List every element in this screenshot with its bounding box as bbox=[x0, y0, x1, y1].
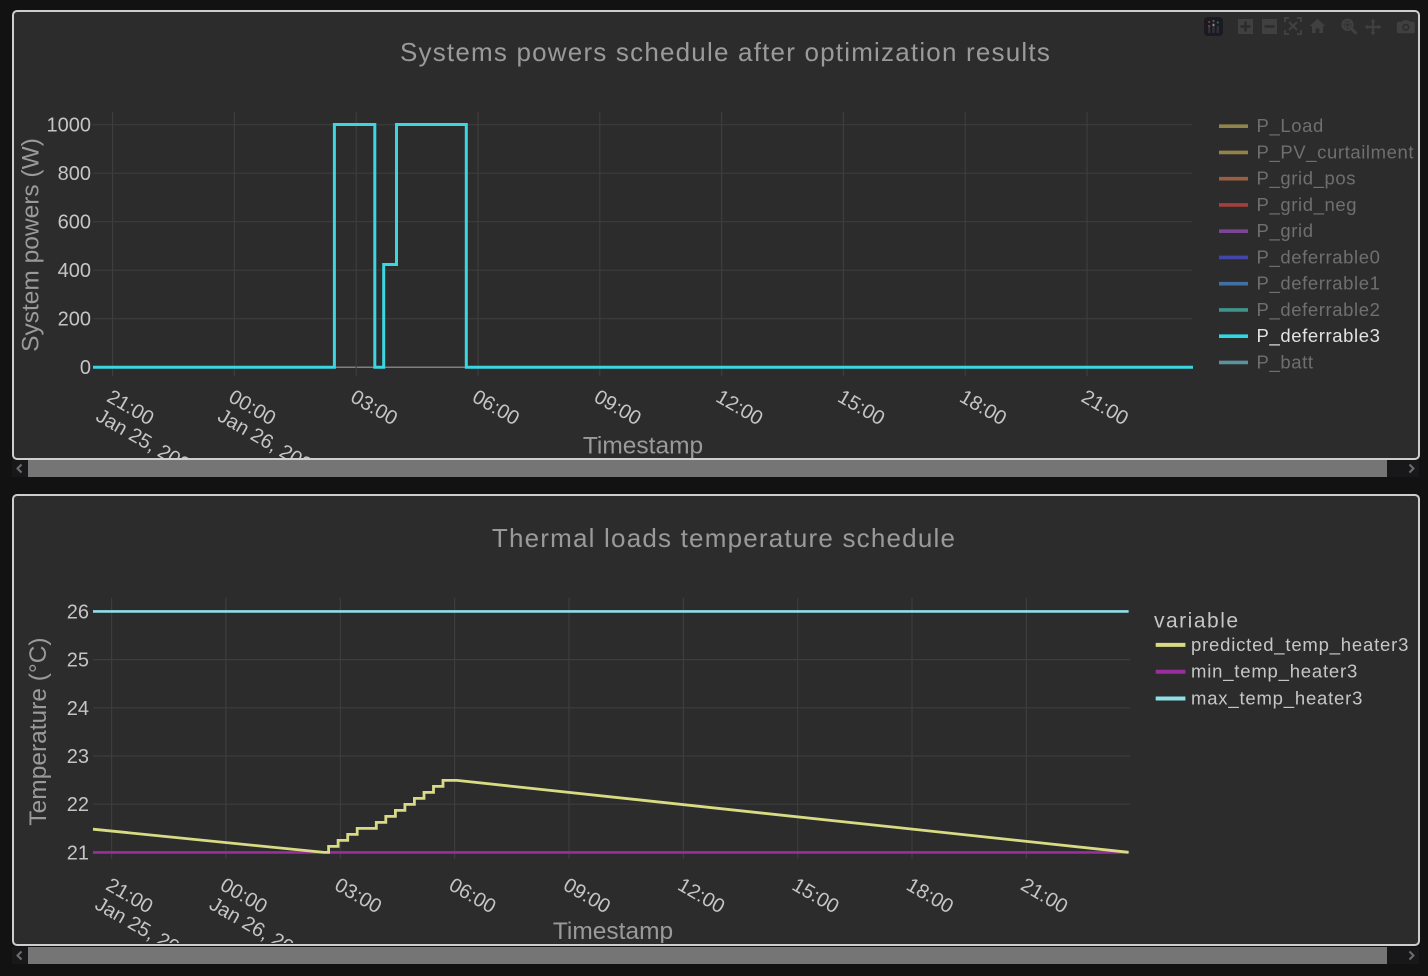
svg-text:03:00: 03:00 bbox=[331, 874, 385, 918]
svg-text:15:00: 15:00 bbox=[788, 874, 842, 918]
svg-text:00:00Jan 26, 2023: 00:00Jan 26, 2023 bbox=[205, 874, 327, 943]
svg-text:P_Load: P_Load bbox=[1257, 115, 1324, 137]
svg-text:Systems powers schedule after: Systems powers schedule after optimizati… bbox=[400, 37, 1051, 67]
svg-text:21:00: 21:00 bbox=[1078, 386, 1132, 430]
svg-text:min_temp_heater3: min_temp_heater3 bbox=[1191, 661, 1358, 683]
svg-text:600: 600 bbox=[58, 212, 91, 234]
svg-text:Timestamp: Timestamp bbox=[553, 918, 673, 943]
svg-text:18:00: 18:00 bbox=[903, 874, 957, 918]
svg-text:21:00: 21:00 bbox=[1017, 874, 1071, 918]
svg-text:predicted_temp_heater3: predicted_temp_heater3 bbox=[1191, 634, 1409, 656]
svg-text:P_grid_pos: P_grid_pos bbox=[1257, 168, 1357, 190]
svg-text:P_deferrable3: P_deferrable3 bbox=[1257, 325, 1381, 347]
svg-text:26: 26 bbox=[67, 601, 89, 623]
svg-text:22: 22 bbox=[67, 794, 89, 816]
svg-text:variable: variable bbox=[1154, 609, 1240, 632]
svg-text:15:00: 15:00 bbox=[834, 386, 888, 430]
svg-text:23: 23 bbox=[67, 746, 89, 768]
svg-text:Timestamp: Timestamp bbox=[583, 433, 703, 459]
svg-text:21:00Jan 25, 2023: 21:00Jan 25, 2023 bbox=[91, 874, 213, 943]
svg-text:09:00: 09:00 bbox=[560, 874, 614, 918]
svg-text:03:00: 03:00 bbox=[347, 386, 401, 430]
svg-text:06:00: 06:00 bbox=[445, 874, 499, 918]
svg-text:P_grid_neg: P_grid_neg bbox=[1257, 194, 1358, 216]
svg-text:P_grid: P_grid bbox=[1257, 220, 1314, 242]
svg-text:P_PV_curtailment: P_PV_curtailment bbox=[1257, 141, 1415, 163]
svg-text:Thermal loads temperature sche: Thermal loads temperature schedule bbox=[492, 523, 956, 553]
svg-text:09:00: 09:00 bbox=[590, 386, 644, 430]
svg-text:800: 800 bbox=[58, 163, 91, 185]
svg-text:max_temp_heater3: max_temp_heater3 bbox=[1191, 688, 1363, 710]
svg-text:12:00: 12:00 bbox=[712, 386, 766, 430]
svg-text:21: 21 bbox=[67, 842, 89, 864]
svg-text:P_deferrable2: P_deferrable2 bbox=[1257, 299, 1381, 321]
svg-text:System powers (W): System powers (W) bbox=[18, 138, 45, 352]
svg-text:12:00: 12:00 bbox=[674, 874, 728, 918]
svg-text:0: 0 bbox=[80, 357, 91, 379]
svg-text:24: 24 bbox=[67, 698, 89, 720]
svg-text:06:00: 06:00 bbox=[469, 386, 523, 430]
svg-text:P_deferrable1: P_deferrable1 bbox=[1257, 273, 1381, 295]
svg-text:00:00Jan 26, 2023: 00:00Jan 26, 2023 bbox=[214, 386, 336, 458]
svg-text:1000: 1000 bbox=[47, 115, 92, 137]
svg-text:400: 400 bbox=[58, 260, 91, 282]
svg-text:Temperature (°C): Temperature (°C) bbox=[25, 637, 52, 825]
svg-text:P_batt: P_batt bbox=[1257, 351, 1314, 373]
svg-text:18:00: 18:00 bbox=[956, 386, 1010, 430]
svg-text:200: 200 bbox=[58, 309, 91, 331]
svg-text:21:00Jan 25, 2023: 21:00Jan 25, 2023 bbox=[92, 386, 214, 458]
svg-text:25: 25 bbox=[67, 650, 89, 672]
svg-text:P_deferrable0: P_deferrable0 bbox=[1257, 246, 1381, 268]
